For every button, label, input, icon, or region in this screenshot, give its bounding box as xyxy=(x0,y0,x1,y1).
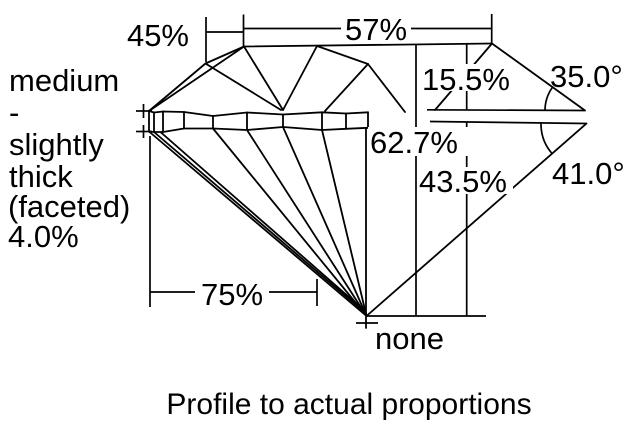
girdle-description-label: medium - slightly thick (faceted) 4.0% xyxy=(8,63,130,254)
girdle-top-line xyxy=(148,110,369,117)
girdle-description-line3: slightly xyxy=(9,127,104,162)
culet-label: none xyxy=(375,321,444,356)
girdle-description-line2: - xyxy=(9,95,19,130)
crown-angle-label: 35.0° xyxy=(550,59,623,94)
table-labelbox xyxy=(341,16,411,41)
crown-height-label: 15.5% xyxy=(422,62,510,97)
total-depth-label: 62.7% xyxy=(370,125,458,160)
girdle-description-line4: thick xyxy=(9,159,73,194)
crown-height-labelbox xyxy=(420,64,514,91)
diamond-girdle xyxy=(148,110,369,133)
girdle-bottom-line xyxy=(148,126,369,133)
total-depth-labelbox xyxy=(368,127,468,156)
girdle-description-line5: (faceted) xyxy=(8,189,130,224)
pavilion-depth-label: 43.5% xyxy=(419,164,507,199)
pavilion-angle-label: 41.0° xyxy=(552,156,625,191)
table-label: 57% xyxy=(345,12,407,47)
girdle-top-reference-line xyxy=(426,108,586,112)
crown-outline-right xyxy=(491,42,586,112)
diamond-pavilion xyxy=(148,122,588,329)
labels: 45% 57% 15.5% 35.0° 62.7% 43.5% 41.0° no… xyxy=(8,12,625,421)
crown-facet-lines xyxy=(148,42,493,113)
girdle-bottom-reference-line xyxy=(429,120,587,125)
diamond-crown xyxy=(148,42,586,113)
lower-girdle-label: 75% xyxy=(201,277,263,312)
girdle-facet-divisions xyxy=(148,110,369,133)
girdle-description-line6: 4.0% xyxy=(8,219,79,254)
pavilion-facet-lines xyxy=(153,126,368,329)
pavilion-depth-labelbox xyxy=(417,167,513,194)
pavilion-outline-left xyxy=(148,130,368,317)
pavilion-outline-right xyxy=(365,122,588,317)
lower-girdle-labelbox xyxy=(195,279,269,307)
girdle-description-line1: medium xyxy=(9,63,119,98)
crown-angle-arc xyxy=(544,86,554,111)
star-facets-label: 45% xyxy=(127,18,189,53)
pavilion-angle-arc xyxy=(540,123,553,155)
diagram-caption: Profile to actual proportions xyxy=(166,388,531,421)
table-edge xyxy=(243,42,493,48)
